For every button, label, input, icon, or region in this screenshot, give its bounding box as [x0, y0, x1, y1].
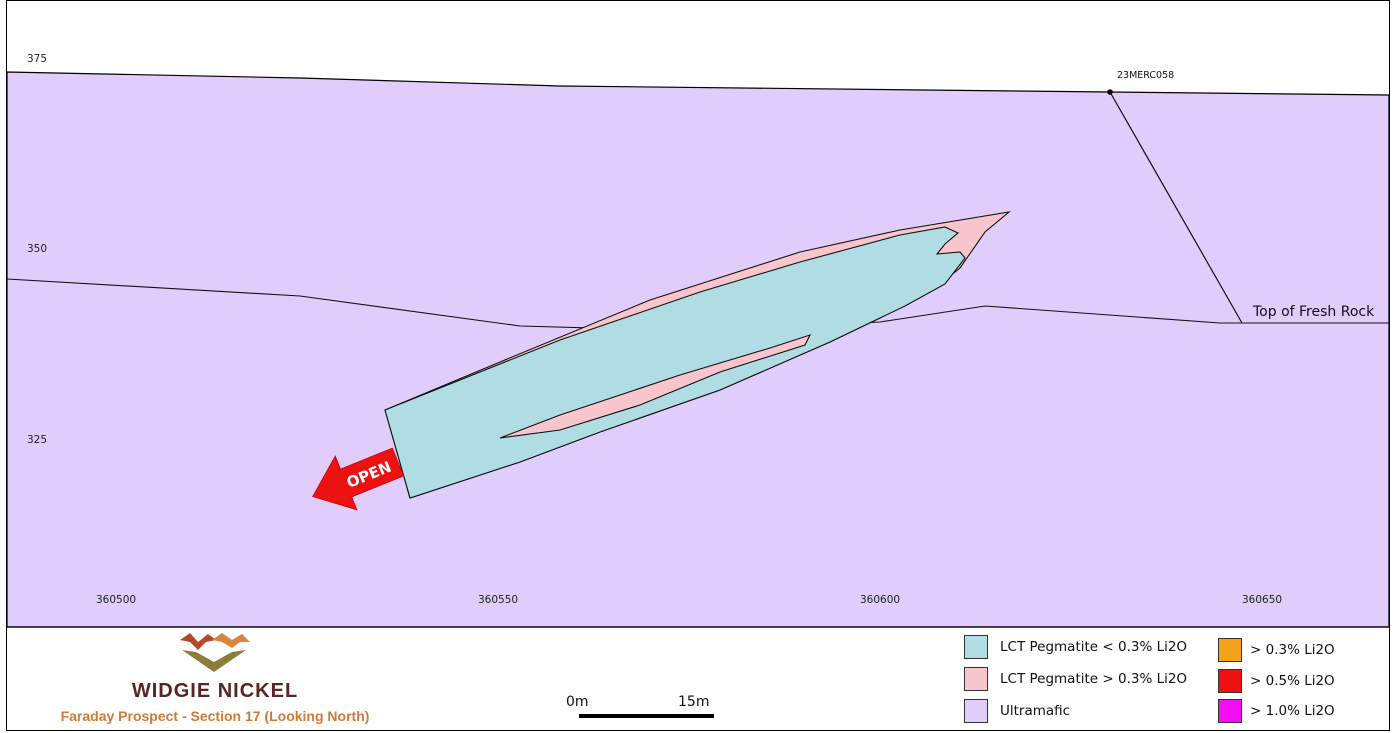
easting-tick-360500: 360500 [96, 594, 136, 606]
legend-swatch [964, 667, 988, 691]
scale-bar-end: 15m [678, 694, 710, 710]
elevation-tick-325: 325 [27, 434, 47, 446]
open-arrow-shape [312, 447, 405, 511]
legend-label: LCT Pegmatite > 0.3% Li2O [1000, 671, 1188, 687]
drillhole-trace [1109, 91, 1243, 324]
legend-swatch [1218, 638, 1242, 662]
scale-bar-line [579, 714, 714, 718]
easting-tick-360650: 360650 [1242, 594, 1282, 606]
scale-bar-start: 0m [566, 694, 589, 710]
brand-name: WIDGIE NICKEL [131, 680, 299, 702]
pegmatite-high-grade-lens [499, 334, 812, 439]
easting-tick-360600: 360600 [860, 594, 900, 606]
legend-swatch [964, 699, 988, 723]
legend-label: > 0.5% Li2O [1250, 673, 1335, 689]
section-title: Faraday Prospect - Section 17 (Looking N… [60, 708, 370, 724]
legend-swatch [1218, 669, 1242, 693]
legend-label: Ultramafic [1000, 703, 1071, 719]
elevation-tick-350: 350 [27, 243, 47, 255]
legend-label: > 1.0% Li2O [1250, 703, 1335, 719]
widgie-nickel-logo-icon [180, 633, 250, 672]
legend-label: LCT Pegmatite < 0.3% Li2O [1000, 639, 1188, 655]
drillhole-collar [1107, 89, 1113, 95]
top-of-fresh-rock-label: Top of Fresh Rock [1252, 304, 1375, 320]
drillhole-label: 23MERC058 [1117, 70, 1174, 81]
legend-swatch [1218, 699, 1242, 723]
elevation-tick-375: 375 [27, 53, 47, 65]
legend-label: > 0.3% Li2O [1250, 642, 1335, 658]
easting-tick-360550: 360550 [478, 594, 518, 606]
scale-bar: 0m 15m [566, 694, 726, 724]
legend-swatch [964, 635, 988, 659]
